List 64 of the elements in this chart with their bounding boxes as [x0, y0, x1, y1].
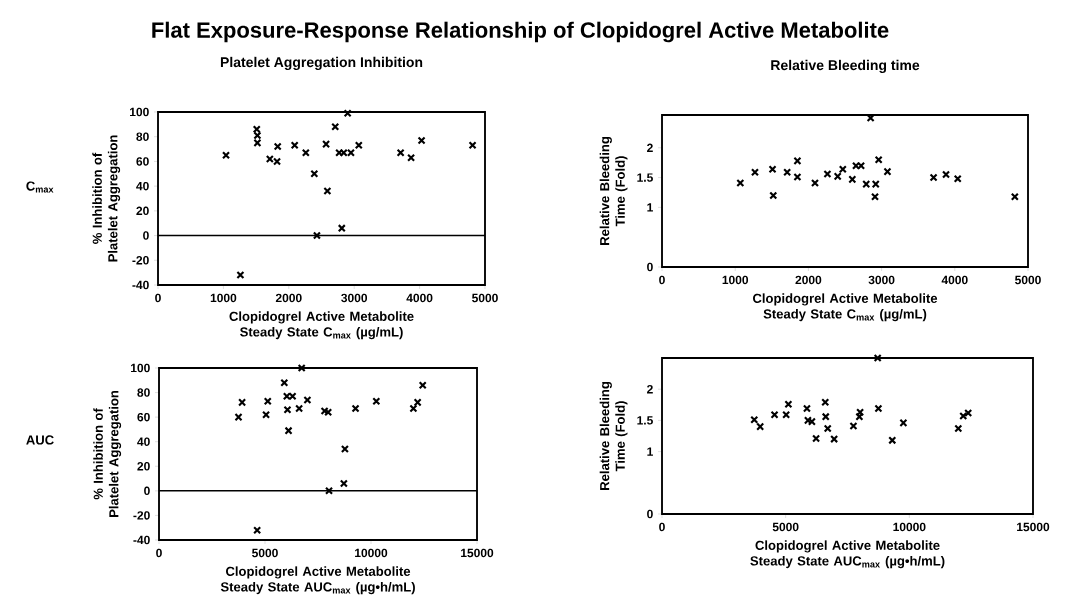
x-tick-label: 3000: [341, 293, 368, 303]
y-tick-label: 80: [136, 132, 149, 141]
text: Flat Exposure-Response Relationship of Clopidogrel Active Metabolite: [152, 21, 889, 43]
y-tick-label: -20: [132, 256, 149, 265]
x-tick-label: 10000: [355, 548, 388, 558]
y-tick-label: -20: [133, 511, 150, 520]
x-tick-label: 2000: [275, 293, 302, 303]
y-tick-label: 80: [137, 388, 150, 397]
x-tick-label: 0: [156, 548, 162, 558]
point: [331, 122, 340, 131]
y-tick-label: 60: [137, 412, 150, 422]
x-axis-title: Clopidogrel Active Metabolite Steady State AUC$_{max}$ (µg•h/mL): [750, 540, 945, 569]
text: C$_{max}$: [26, 181, 54, 193]
chart-title: Platelet Aggregation Inhibition: [220, 56, 423, 70]
y-tick-label: 20: [136, 206, 149, 216]
y-tick-label: 40: [136, 181, 149, 191]
x-tick-label: 4000: [406, 293, 433, 303]
y-tick-label: 40: [137, 437, 150, 446]
y-tick-label: 0: [647, 509, 653, 519]
x-tick-label: 1000: [722, 275, 749, 285]
y-axis-title: Relative Bleeding Time (Fold): [599, 137, 628, 245]
x-axis-title: Clopidogrel Active Metabolite Steady State C$_{max}$ (µg/mL): [752, 293, 938, 322]
y-tick-label: 0: [143, 231, 149, 240]
y-tick-label: 60: [136, 157, 149, 166]
point: [253, 526, 262, 535]
x-tick-label: 3000: [868, 275, 895, 285]
x-tick-label: 5000: [1015, 275, 1041, 285]
y-axis-title: % Inhibition of Platelet Aggregation: [92, 135, 121, 262]
x-tick-label: 0: [659, 522, 665, 532]
x-tick-label: 10000: [893, 522, 926, 532]
y-tick-label: 2: [647, 143, 653, 152]
y-tick-label: 1: [647, 203, 653, 212]
y-tick-label: 2: [647, 384, 653, 394]
y-axis-title: Relative Bleeding Time (Fold): [599, 382, 628, 490]
x-axis-title: Clopidogrel Active Metabolite Steady State C$_{max}$ (µg/mL): [229, 311, 414, 340]
y-tick-label: 1.5: [637, 416, 653, 425]
x-tick-label: 5000: [252, 548, 278, 558]
x-axis-title: Clopidogrel Active Metabolite Steady State AUC$_{max}$ (µg•h/mL): [220, 566, 415, 595]
point: [750, 415, 759, 424]
x-tick-label: 2000: [795, 275, 822, 285]
y-tick-label: 0: [647, 262, 653, 272]
point: [340, 444, 350, 454]
x-tick-label: 15000: [1017, 522, 1050, 532]
point: [324, 408, 333, 417]
y-tick-label: 100: [131, 363, 150, 373]
x-tick-label: 1000: [210, 293, 237, 303]
x-tick-label: 4000: [941, 275, 968, 285]
x-tick-label: 0: [155, 293, 161, 303]
y-tick-label: 0: [144, 486, 150, 496]
y-tick-label: 1.5: [637, 173, 653, 182]
chart-title: Relative Bleeding time: [771, 59, 920, 73]
point: [236, 271, 245, 280]
y-tick-label: -40: [133, 535, 150, 545]
y-tick-label: -40: [132, 280, 149, 290]
y-tick-label: 20: [137, 462, 150, 471]
x-tick-label: 5000: [772, 522, 799, 532]
point: [838, 165, 847, 174]
x-tick-label: 0: [659, 275, 665, 285]
y-tick-label: 100: [130, 107, 149, 117]
y-axis-title: % Inhibition of Platelet Aggregation: [93, 390, 122, 517]
y-tick-label: 1: [647, 447, 653, 456]
x-tick-label: 15000: [461, 548, 494, 558]
text: AUC: [26, 435, 54, 445]
x-tick-label: 5000: [472, 293, 498, 303]
